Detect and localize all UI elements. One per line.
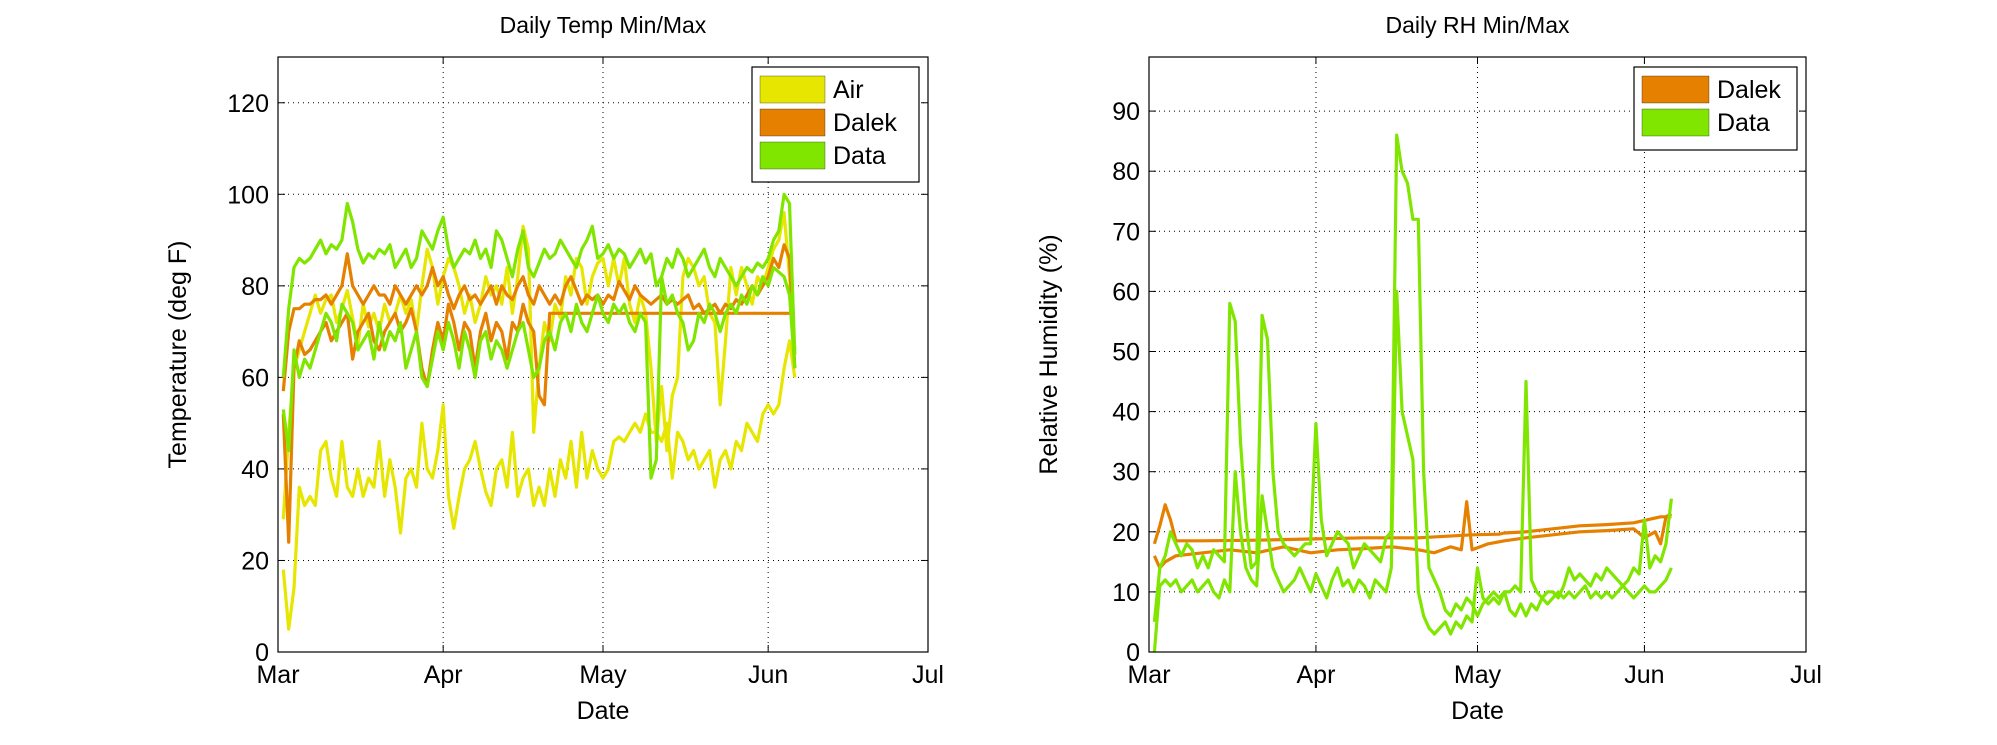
series-line-data-max (281, 192, 797, 378)
y-tick-label: 100 (227, 181, 269, 209)
legend-swatch-dalek (759, 108, 826, 137)
y-tick-label: 20 (241, 547, 269, 575)
series-line-air-min (281, 339, 797, 631)
y-tick-label: 80 (241, 273, 269, 301)
y-tick-label: 120 (227, 90, 269, 118)
chart-panel-2: Mar Apr May Jun Jul 0 10 20 30 40 50 60 70 80 90 Daily … (1035, 12, 1822, 725)
y-tick-label: 40 (1112, 399, 1140, 427)
chart-title: Daily RH Min/Max (1385, 12, 1570, 38)
series-line-data-max (1152, 133, 1673, 623)
series-line-data-min (1152, 289, 1673, 653)
y-axis-label: Relative Humidity (%) (1035, 234, 1063, 474)
legend-swatch-air (759, 75, 826, 104)
x-tick-label: Mar (256, 661, 299, 689)
legend-label-dalek: Dalek (833, 109, 897, 137)
axes-frame (277, 56, 929, 653)
chart-title: Daily Temp Min/Max (500, 12, 707, 38)
y-tick-label: 0 (1126, 639, 1140, 667)
axes-frame (1148, 56, 1807, 653)
y-tick-label: 60 (1112, 278, 1140, 306)
legend-label-air: Air (833, 76, 864, 104)
x-tick-label: Jun (1624, 661, 1664, 689)
legend-label-data: Data (1717, 109, 1770, 137)
y-tick-label: 30 (1112, 459, 1140, 487)
y-tick-label: 60 (241, 364, 269, 392)
x-tick-label: May (579, 661, 627, 689)
x-tick-label: Apr (424, 661, 463, 689)
y-tick-label: 70 (1112, 218, 1140, 246)
x-tick-label: Jul (1790, 661, 1822, 689)
x-tick-label: Apr (1296, 661, 1335, 689)
legend-swatch-data (759, 141, 826, 170)
legend: Air Dalek Data (751, 66, 920, 183)
series-line-data-max-mid (281, 265, 797, 480)
y-tick-label: 0 (255, 639, 269, 667)
legend: Dalek Data (1633, 66, 1798, 151)
x-axis-label: Date (1451, 697, 1504, 725)
x-axis-label: Date (577, 697, 630, 725)
legend-swatch-data (1641, 108, 1710, 137)
y-tick-label: 90 (1112, 98, 1140, 126)
x-tick-label: Mar (1127, 661, 1170, 689)
legend-swatch-dalek (1641, 75, 1710, 104)
chart-panel-1: Mar Apr May Jun Jul 0 20 40 60 80 100 120 Daily Temp… (164, 12, 944, 725)
y-tick-label: 50 (1112, 338, 1140, 366)
y-tick-label: 20 (1112, 519, 1140, 547)
x-tick-label: May (1454, 661, 1502, 689)
x-tick-label: Jun (748, 661, 788, 689)
series-line-dalek-min (281, 302, 795, 544)
y-tick-label: 10 (1112, 579, 1140, 607)
y-axis-label: Temperature (deg F) (164, 241, 192, 469)
legend-label-dalek: Dalek (1717, 76, 1781, 104)
x-tick-label: Jul (912, 661, 944, 689)
y-tick-label: 80 (1112, 158, 1140, 186)
series-line-dalek-max (1152, 503, 1672, 545)
y-tick-label: 40 (241, 456, 269, 484)
legend-label-data: Data (833, 142, 886, 170)
